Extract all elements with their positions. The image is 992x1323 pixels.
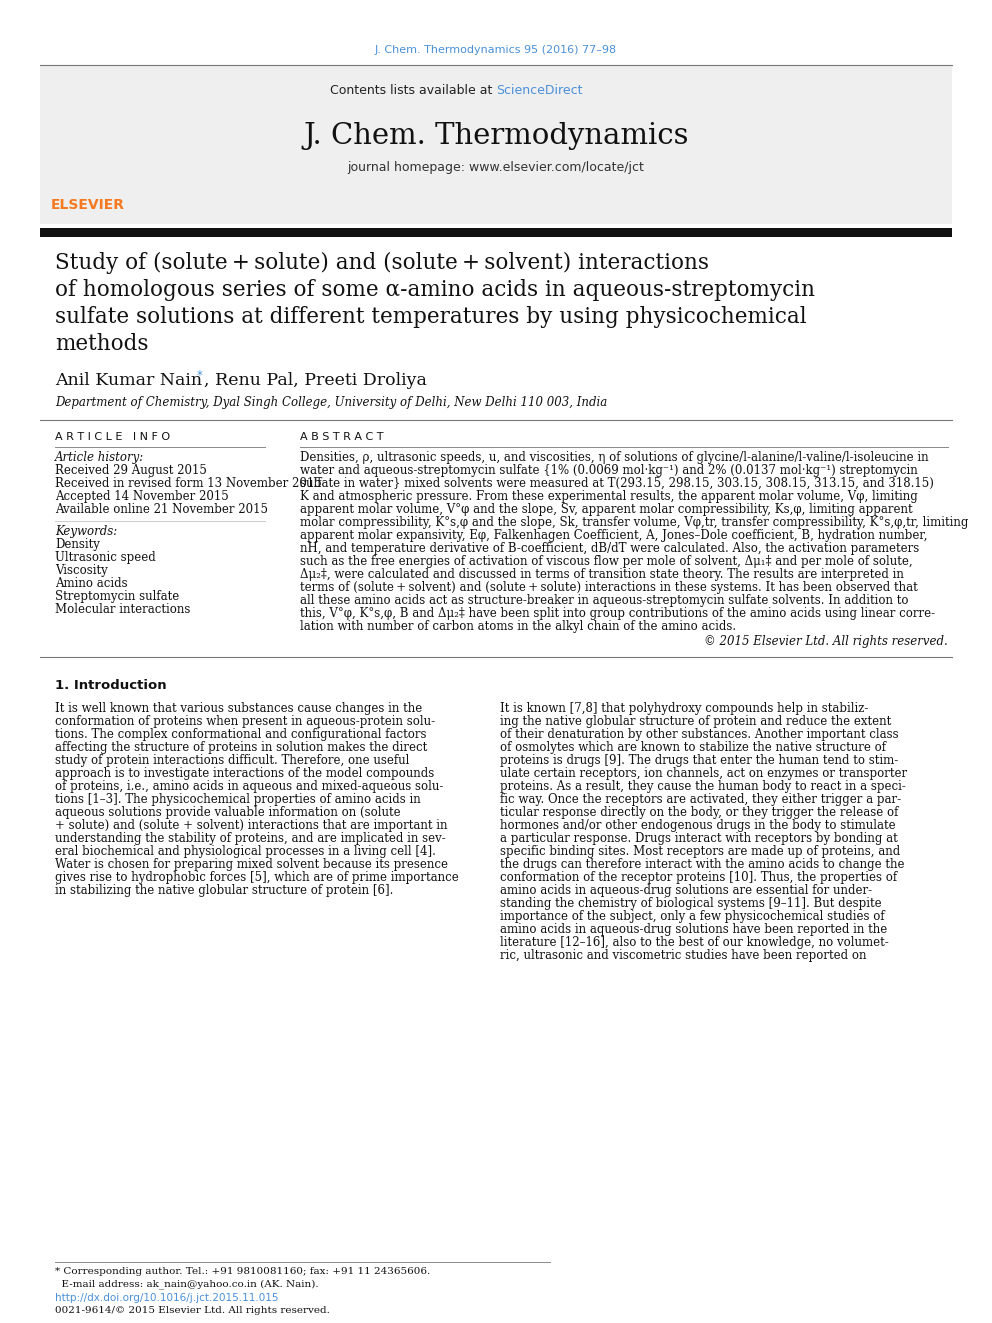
- Text: sulfate in water} mixed solvents were measured at T(293.15, 298.15, 303.15, 308.: sulfate in water} mixed solvents were me…: [300, 478, 933, 490]
- Text: ELSEVIER: ELSEVIER: [51, 198, 125, 212]
- Text: A R T I C L E   I N F O: A R T I C L E I N F O: [55, 433, 170, 442]
- Text: of homologous series of some α-amino acids in aqueous-streptomycin: of homologous series of some α-amino aci…: [55, 279, 815, 302]
- Text: understanding the stability of proteins, and are implicated in sev-: understanding the stability of proteins,…: [55, 832, 445, 845]
- Text: Available online 21 November 2015: Available online 21 November 2015: [55, 503, 268, 516]
- Text: nH, and temperature derivative of B-coefficient, dB/dT were calculated. Also, th: nH, and temperature derivative of B-coef…: [300, 542, 920, 556]
- Text: all these amino acids act as structure-breaker in aqueous-streptomycin sulfate s: all these amino acids act as structure-b…: [300, 594, 909, 607]
- Text: of osmolytes which are known to stabilize the native structure of: of osmolytes which are known to stabiliz…: [500, 741, 886, 754]
- Text: tions [1–3]. The physicochemical properties of amino acids in: tions [1–3]. The physicochemical propert…: [55, 792, 421, 806]
- Text: Molecular interactions: Molecular interactions: [55, 603, 190, 617]
- Text: of proteins, i.e., amino acids in aqueous and mixed-aqueous solu-: of proteins, i.e., amino acids in aqueou…: [55, 781, 443, 792]
- Text: © 2015 Elsevier Ltd. All rights reserved.: © 2015 Elsevier Ltd. All rights reserved…: [704, 635, 948, 648]
- Text: methods: methods: [55, 333, 149, 355]
- Text: ticular response directly on the body, or they trigger the release of: ticular response directly on the body, o…: [500, 806, 899, 819]
- Text: journal homepage: www.elsevier.com/locate/jct: journal homepage: www.elsevier.com/locat…: [347, 160, 645, 173]
- Text: tions. The complex conformational and configurational factors: tions. The complex conformational and co…: [55, 728, 427, 741]
- Text: Density: Density: [55, 538, 100, 550]
- Text: Amino acids: Amino acids: [55, 577, 128, 590]
- Text: + solute) and (solute + solvent) interactions that are important in: + solute) and (solute + solvent) interac…: [55, 819, 447, 832]
- Text: a particular response. Drugs interact with receptors by bonding at: a particular response. Drugs interact wi…: [500, 832, 898, 845]
- Text: molar compressibility, K°s,φ and the slope, Sk, transfer volume, Vφ,tr, transfer: molar compressibility, K°s,φ and the slo…: [300, 516, 968, 529]
- Text: proteins is drugs [9]. The drugs that enter the human tend to stim-: proteins is drugs [9]. The drugs that en…: [500, 754, 898, 767]
- Text: Accepted 14 November 2015: Accepted 14 November 2015: [55, 490, 229, 503]
- Text: Δμ₂‡, were calculated and discussed in terms of transition state theory. The res: Δμ₂‡, were calculated and discussed in t…: [300, 568, 904, 581]
- Text: Department of Chemistry, Dyal Singh College, University of Delhi, New Delhi 110 : Department of Chemistry, Dyal Singh Coll…: [55, 396, 607, 409]
- Text: specific binding sites. Most receptors are made up of proteins, and: specific binding sites. Most receptors a…: [500, 845, 901, 859]
- Text: It is well known that various substances cause changes in the: It is well known that various substances…: [55, 703, 423, 714]
- Text: water and aqueous-streptomycin sulfate {1% (0.0069 mol·kg⁻¹) and 2% (0.0137 mol·: water and aqueous-streptomycin sulfate {…: [300, 464, 918, 478]
- Text: Streptomycin sulfate: Streptomycin sulfate: [55, 590, 180, 603]
- Text: 1. Introduction: 1. Introduction: [55, 679, 167, 692]
- Text: amino acids in aqueous-drug solutions are essential for under-: amino acids in aqueous-drug solutions ar…: [500, 884, 872, 897]
- Text: Viscosity: Viscosity: [55, 564, 108, 577]
- Text: importance of the subject, only a few physicochemical studies of: importance of the subject, only a few ph…: [500, 910, 885, 923]
- Text: literature [12–16], also to the best of our knowledge, no volumet-: literature [12–16], also to the best of …: [500, 935, 889, 949]
- Text: Anil Kumar Nain: Anil Kumar Nain: [55, 372, 202, 389]
- Text: Article history:: Article history:: [55, 451, 144, 464]
- Text: aqueous solutions provide valuable information on (solute: aqueous solutions provide valuable infor…: [55, 806, 401, 819]
- Text: study of protein interactions difficult. Therefore, one useful: study of protein interactions difficult.…: [55, 754, 410, 767]
- Text: apparent molar expansivity, Eφ, Falkenhagen Coefficient, A, Jones–Dole coefficie: apparent molar expansivity, Eφ, Falkenha…: [300, 529, 928, 542]
- Text: Densities, ρ, ultrasonic speeds, u, and viscosities, η of solutions of glycine/l: Densities, ρ, ultrasonic speeds, u, and …: [300, 451, 929, 464]
- Text: conformation of the receptor proteins [10]. Thus, the properties of: conformation of the receptor proteins [1…: [500, 871, 897, 884]
- Text: Received 29 August 2015: Received 29 August 2015: [55, 464, 207, 478]
- Text: It is known [7,8] that polyhydroxy compounds help in stabiliz-: It is known [7,8] that polyhydroxy compo…: [500, 703, 868, 714]
- Text: Ultrasonic speed: Ultrasonic speed: [55, 550, 156, 564]
- Text: terms of (solute + solvent) and (solute + solute) interactions in these systems.: terms of (solute + solvent) and (solute …: [300, 581, 918, 594]
- Text: Keywords:: Keywords:: [55, 525, 117, 538]
- Text: J. Chem. Thermodynamics 95 (2016) 77–98: J. Chem. Thermodynamics 95 (2016) 77–98: [375, 45, 617, 56]
- Text: approach is to investigate interactions of the model compounds: approach is to investigate interactions …: [55, 767, 434, 781]
- Text: affecting the structure of proteins in solution makes the direct: affecting the structure of proteins in s…: [55, 741, 428, 754]
- Text: E-mail address: ak_nain@yahoo.co.in (AK. Nain).: E-mail address: ak_nain@yahoo.co.in (AK.…: [55, 1279, 318, 1289]
- Text: ric, ultrasonic and viscometric studies have been reported on: ric, ultrasonic and viscometric studies …: [500, 949, 866, 962]
- Text: gives rise to hydrophobic forces [5], which are of prime importance: gives rise to hydrophobic forces [5], wh…: [55, 871, 458, 884]
- Text: apparent molar volume, V°φ and the slope, Sv, apparent molar compressibility, Ks: apparent molar volume, V°φ and the slope…: [300, 503, 913, 516]
- Bar: [40, 228, 952, 237]
- Text: * Corresponding author. Tel.: +91 9810081160; fax: +91 11 24365606.: * Corresponding author. Tel.: +91 981008…: [55, 1267, 431, 1275]
- Text: Contents lists available at: Contents lists available at: [329, 85, 496, 98]
- Text: ulate certain receptors, ion channels, act on enzymes or transporter: ulate certain receptors, ion channels, a…: [500, 767, 907, 781]
- Text: standing the chemistry of biological systems [9–11]. But despite: standing the chemistry of biological sys…: [500, 897, 882, 910]
- Text: such as the free energies of activation of viscous flow per mole of solvent, Δμ₁: such as the free energies of activation …: [300, 556, 913, 568]
- Text: Received in revised form 13 November 2015: Received in revised form 13 November 201…: [55, 478, 321, 490]
- Text: fic way. Once the receptors are activated, they either trigger a par-: fic way. Once the receptors are activate…: [500, 792, 901, 806]
- Text: in stabilizing the native globular structure of protein [6].: in stabilizing the native globular struc…: [55, 884, 394, 897]
- Text: Water is chosen for preparing mixed solvent because its presence: Water is chosen for preparing mixed solv…: [55, 859, 448, 871]
- Text: this, V°φ, K°s,φ, B and Δμ₂‡ have been split into group contributions of the ami: this, V°φ, K°s,φ, B and Δμ₂‡ have been s…: [300, 607, 935, 620]
- Text: , Renu Pal, Preeti Droliya: , Renu Pal, Preeti Droliya: [204, 372, 427, 389]
- Text: J. Chem. Thermodynamics: J. Chem. Thermodynamics: [304, 122, 688, 149]
- Text: ing the native globular structure of protein and reduce the extent: ing the native globular structure of pro…: [500, 714, 891, 728]
- Text: eral biochemical and physiological processes in a living cell [4].: eral biochemical and physiological proce…: [55, 845, 435, 859]
- Text: proteins. As a result, they cause the human body to react in a speci-: proteins. As a result, they cause the hu…: [500, 781, 906, 792]
- Text: amino acids in aqueous-drug solutions have been reported in the: amino acids in aqueous-drug solutions ha…: [500, 923, 887, 935]
- Text: 0021-9614/© 2015 Elsevier Ltd. All rights reserved.: 0021-9614/© 2015 Elsevier Ltd. All right…: [55, 1306, 330, 1315]
- Text: lation with number of carbon atoms in the alkyl chain of the amino acids.: lation with number of carbon atoms in th…: [300, 620, 736, 632]
- Bar: [40, 66, 952, 224]
- Text: K and atmospheric pressure. From these experimental results, the apparent molar : K and atmospheric pressure. From these e…: [300, 490, 918, 503]
- Text: conformation of proteins when present in aqueous-protein solu-: conformation of proteins when present in…: [55, 714, 435, 728]
- Text: Study of (solute + solute) and (solute + solvent) interactions: Study of (solute + solute) and (solute +…: [55, 251, 709, 274]
- Text: http://dx.doi.org/10.1016/j.jct.2015.11.015: http://dx.doi.org/10.1016/j.jct.2015.11.…: [55, 1293, 279, 1303]
- Text: sulfate solutions at different temperatures by using physicochemical: sulfate solutions at different temperatu…: [55, 306, 806, 328]
- Text: hormones and/or other endogenous drugs in the body to stimulate: hormones and/or other endogenous drugs i…: [500, 819, 896, 832]
- Text: of their denaturation by other substances. Another important class: of their denaturation by other substance…: [500, 728, 899, 741]
- Text: A B S T R A C T: A B S T R A C T: [300, 433, 384, 442]
- Text: the drugs can therefore interact with the amino acids to change the: the drugs can therefore interact with th…: [500, 859, 905, 871]
- Text: *: *: [197, 369, 203, 382]
- Text: ScienceDirect: ScienceDirect: [496, 85, 582, 98]
